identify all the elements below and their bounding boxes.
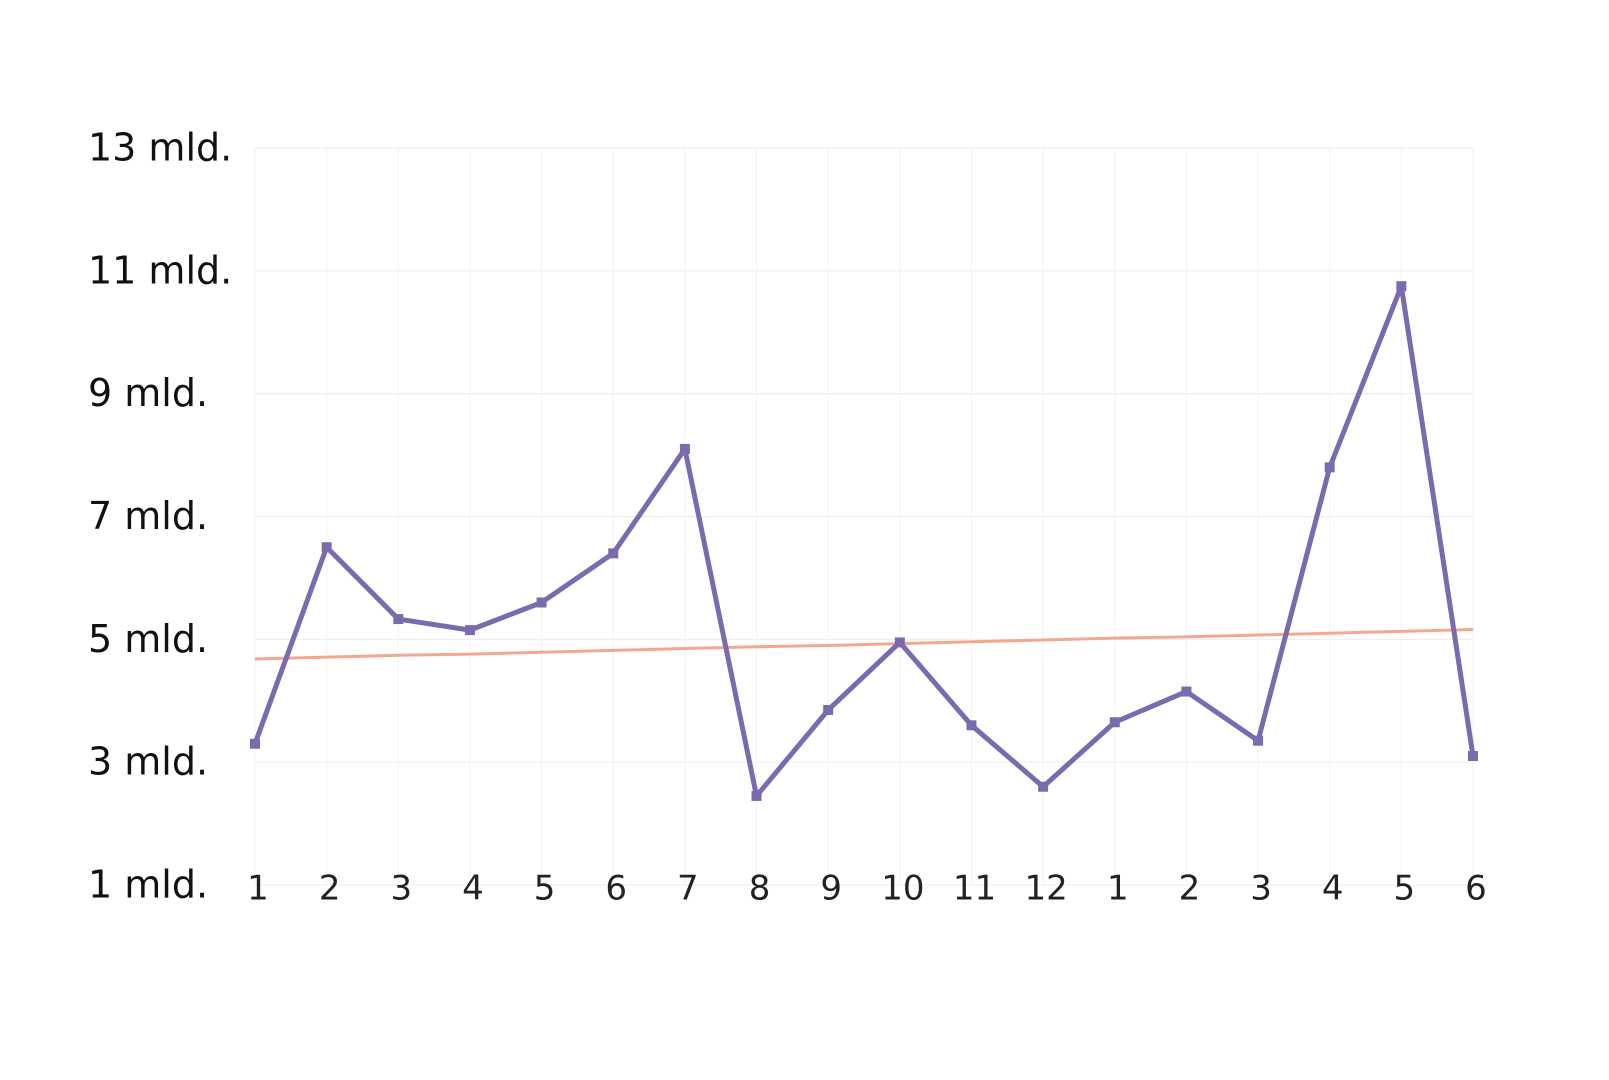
marker — [321, 542, 332, 553]
x-tick-label: 9 — [820, 869, 842, 909]
x-tick-label: 3 — [1250, 869, 1272, 909]
marker — [1396, 281, 1407, 292]
marker — [894, 637, 905, 648]
marker — [1253, 735, 1264, 746]
marker — [1109, 717, 1120, 728]
marker — [250, 738, 260, 749]
x-tick-label: 10 — [881, 869, 924, 909]
marker — [823, 704, 834, 715]
marker — [1181, 686, 1192, 697]
y-tick-label: 3 mld. — [88, 740, 208, 784]
x-tick-label: 1 — [247, 869, 269, 909]
marker — [1324, 462, 1335, 473]
x-tick-label: 11 — [953, 869, 996, 909]
marker — [1038, 781, 1049, 792]
y-tick-label: 1 mld. — [88, 863, 208, 907]
x-tick-label: 4 — [462, 869, 484, 909]
x-tick-label: 8 — [749, 869, 771, 909]
marker — [608, 548, 619, 559]
data-line — [252, 283, 1476, 799]
y-tick-label: 11 mld. — [88, 248, 232, 292]
y-tick-label: 13 mld. — [88, 126, 232, 170]
marker — [464, 625, 475, 636]
x-tick-label: 12 — [1024, 869, 1067, 909]
y-tick-label: 7 mld. — [88, 494, 208, 538]
trend-line — [254, 628, 1474, 661]
marker — [966, 720, 977, 731]
marker — [393, 614, 404, 625]
x-tick-label: 2 — [1179, 869, 1201, 909]
x-tick-label: 1 — [1107, 869, 1129, 909]
x-tick-label: 4 — [1322, 869, 1344, 909]
marker — [536, 597, 547, 608]
x-tick-label: 5 — [1394, 869, 1416, 909]
y-tick-label: 5 mld. — [88, 617, 208, 661]
marker — [1468, 751, 1478, 762]
x-tick-label: 2 — [319, 869, 341, 909]
x-tick-label: 3 — [390, 869, 412, 909]
x-tick-label: 5 — [534, 869, 556, 909]
x-tick-label: 7 — [677, 869, 699, 909]
marker — [751, 790, 762, 801]
x-tick-label: 6 — [1465, 869, 1487, 909]
y-tick-label: 9 mld. — [88, 371, 208, 415]
marker — [679, 443, 690, 454]
x-tick-label: 6 — [605, 869, 627, 909]
